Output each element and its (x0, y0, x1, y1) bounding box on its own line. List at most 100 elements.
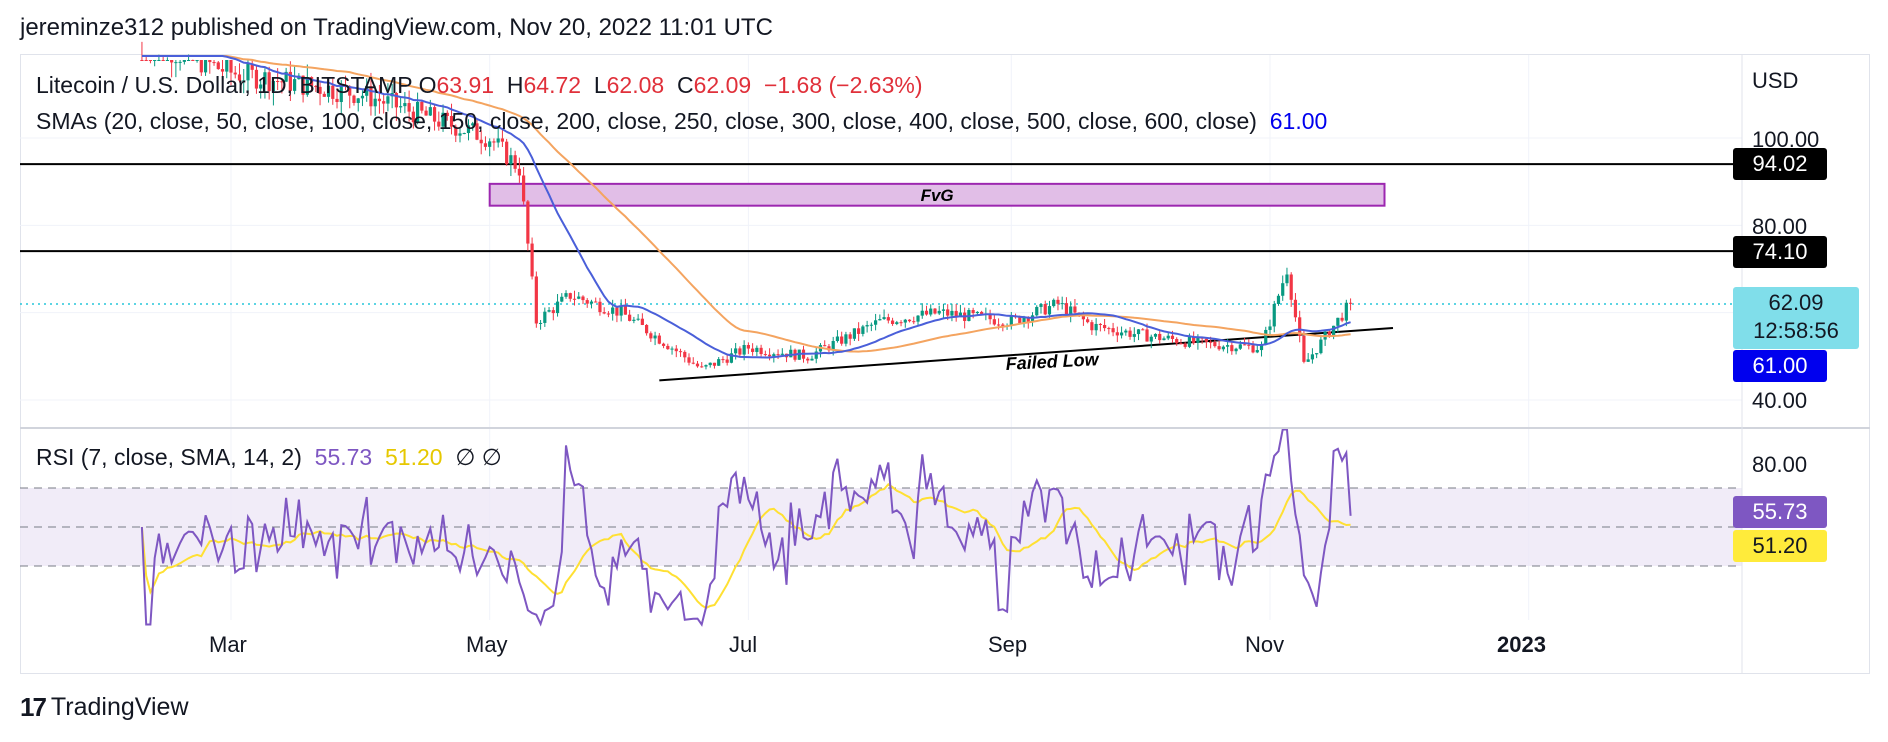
candle-body (543, 311, 547, 323)
candle-body (1064, 303, 1069, 315)
candle-body (1022, 317, 1026, 324)
candle-body (721, 359, 725, 361)
candle-body (776, 354, 780, 356)
candle (352, 94, 356, 106)
candle-body (912, 321, 916, 323)
candle-body (420, 101, 424, 111)
candle-body (449, 115, 454, 127)
candle (530, 237, 534, 280)
candle-body (1336, 317, 1340, 326)
candle-body (886, 317, 890, 321)
candle-body (352, 95, 356, 103)
candle (305, 64, 309, 97)
candle (581, 295, 585, 305)
price-tick-100: 100.00 (1752, 127, 1820, 152)
candle-body (865, 325, 869, 327)
candle (471, 121, 475, 131)
candle-body (628, 314, 632, 321)
candle-body (907, 319, 912, 322)
candle-body (1293, 299, 1298, 318)
candle-body (237, 74, 242, 81)
rsi-sma-legend-value: 51.20 (385, 444, 443, 470)
candle (1128, 327, 1132, 340)
candle (293, 66, 297, 95)
candle-body (572, 298, 577, 300)
candle (382, 94, 386, 114)
candle-body (263, 72, 267, 85)
candle (874, 313, 878, 331)
sma-legend-value: 61.00 (1269, 108, 1328, 134)
candle-body (1047, 306, 1052, 315)
candle-body (229, 60, 233, 73)
candle-body (988, 313, 992, 320)
candle-body (382, 101, 386, 104)
candle (1035, 305, 1039, 317)
candle-body (1119, 332, 1124, 336)
tradingview-wordmark: TradingView (50, 693, 189, 721)
candle-body (920, 310, 924, 316)
high-label: H (506, 72, 524, 98)
candle-body (636, 318, 640, 320)
candle (259, 78, 263, 99)
candle-body (1319, 339, 1323, 354)
candle (1030, 312, 1035, 327)
candle-body (708, 362, 712, 366)
level-upper-tag: 94.02 (1733, 148, 1827, 180)
candle (623, 298, 627, 315)
candle (1192, 331, 1196, 345)
candle-body (1302, 335, 1306, 362)
candle (636, 314, 640, 321)
candle (1141, 328, 1145, 331)
candle-body (645, 324, 649, 334)
candle-body (1001, 324, 1005, 327)
candle (988, 309, 992, 325)
candle (1272, 300, 1276, 333)
candle-body (589, 301, 594, 304)
candle (950, 303, 954, 322)
open-value: 63.91 (436, 72, 495, 98)
candle (555, 294, 560, 317)
candle (759, 344, 763, 357)
candle-body (691, 362, 695, 364)
candle-body (1145, 329, 1149, 342)
rsi-legend[interactable]: RSI (7, close, SMA, 14, 2) 55.73 51.20 ∅… (36, 444, 502, 471)
candle-body (399, 106, 403, 108)
candle-body (661, 343, 666, 346)
candle (1217, 340, 1221, 351)
candle-body (437, 121, 441, 127)
candle (1115, 326, 1119, 343)
candle-body (1298, 317, 1302, 336)
candle-body (318, 86, 322, 94)
candle (649, 331, 653, 342)
candle (250, 60, 254, 79)
candle (848, 332, 852, 346)
candle-body (929, 308, 933, 315)
candle (594, 297, 598, 303)
candle-body (835, 336, 840, 342)
candle (861, 324, 865, 337)
candle (1094, 318, 1098, 336)
candle (1302, 330, 1306, 364)
candle-body (170, 60, 174, 63)
candle (907, 319, 912, 323)
tradingview-footer[interactable]: 17 TradingView (20, 692, 189, 723)
candle-body (522, 175, 526, 202)
candle (479, 130, 483, 155)
candle-body (538, 322, 543, 324)
candle-body (814, 351, 818, 359)
candle (216, 60, 220, 70)
candle (1047, 300, 1052, 318)
sma-legend[interactable]: SMAs (20, close, 50, close, 100, close, … (36, 108, 1327, 135)
symbol-name: Litecoin / U.S. Dollar, 1D, BITSTAMP (36, 72, 413, 98)
candle-body (246, 63, 250, 81)
candle (810, 355, 814, 361)
candle-body (191, 60, 195, 61)
candle-body (615, 307, 619, 316)
candle (1149, 334, 1153, 349)
candle (1348, 298, 1353, 311)
candle-body (996, 324, 1001, 326)
candle (606, 311, 611, 318)
candle (212, 60, 216, 66)
candle (1242, 337, 1247, 346)
